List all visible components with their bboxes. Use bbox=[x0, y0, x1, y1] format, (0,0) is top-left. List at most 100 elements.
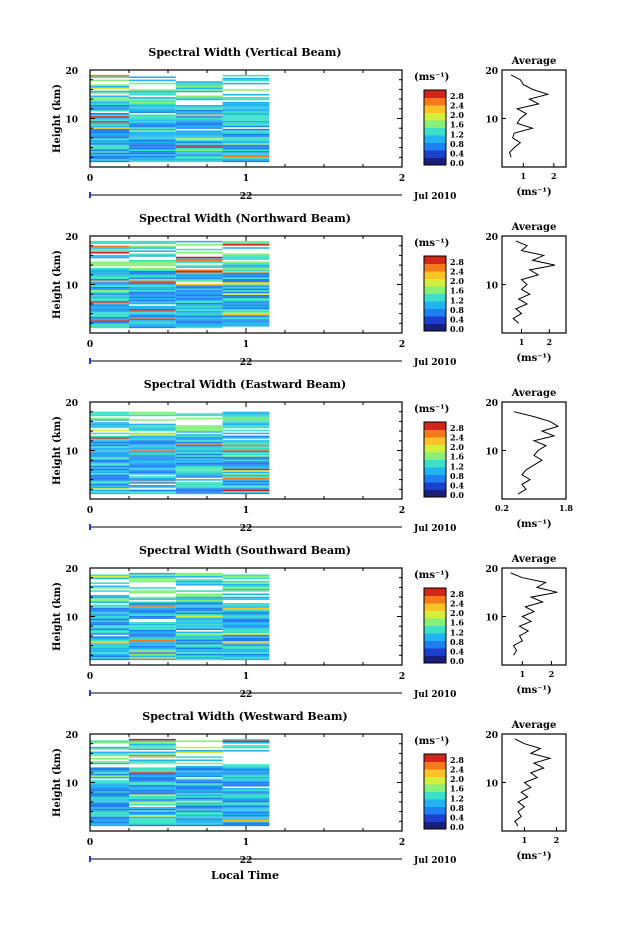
colorbar-segment bbox=[424, 489, 446, 493]
heatmap-cell bbox=[222, 411, 270, 414]
heatmap-cell bbox=[90, 471, 129, 474]
heatmap-cell bbox=[129, 290, 176, 292]
heatmap-cell bbox=[90, 574, 129, 577]
heatmap-cell bbox=[175, 751, 223, 754]
colorbar-segment bbox=[424, 160, 446, 163]
heatmap-cell bbox=[175, 473, 223, 475]
colorbar-segment bbox=[424, 444, 446, 448]
heatmap-cell bbox=[175, 617, 223, 619]
heatmap-cell bbox=[90, 492, 129, 495]
average-y-tick-label: 20 bbox=[485, 67, 498, 77]
heatmap-cell bbox=[175, 580, 223, 583]
heatmap-cell bbox=[222, 606, 270, 608]
average-panel: Average 20 10 1 2 (ms⁻¹) bbox=[485, 554, 567, 696]
heatmap-cell bbox=[129, 138, 176, 140]
heatmap-cell bbox=[175, 258, 223, 260]
colorbar-segment bbox=[424, 112, 446, 116]
heatmap-cell bbox=[129, 313, 176, 316]
heatmap-cell bbox=[129, 456, 176, 459]
heatmap-cell bbox=[175, 429, 223, 432]
heatmap-cell bbox=[129, 318, 176, 321]
colorbar-frame bbox=[423, 587, 447, 664]
heatmap-cell bbox=[175, 479, 223, 481]
heatmap-cell bbox=[90, 617, 129, 619]
heatmap-cell bbox=[222, 791, 270, 793]
heatmap-cell bbox=[129, 261, 176, 264]
heatmap-cell bbox=[90, 144, 129, 147]
heatmap-cell bbox=[129, 818, 176, 820]
heatmap-cell bbox=[90, 248, 129, 251]
heatmap-cell bbox=[222, 617, 270, 619]
heatmap-cell bbox=[222, 119, 270, 121]
heatmap-cell bbox=[90, 286, 129, 289]
heatmap-cell bbox=[222, 286, 270, 289]
average-x-tick-label: 1 bbox=[520, 669, 526, 679]
heatmap-cell bbox=[90, 641, 129, 643]
heatmap-cell bbox=[129, 808, 176, 811]
heatmap-cell bbox=[90, 477, 129, 480]
heatmap-cell bbox=[175, 264, 223, 267]
heatmap-cell bbox=[129, 607, 176, 610]
heatmap-cell bbox=[90, 582, 129, 584]
heatmap-cell bbox=[129, 767, 176, 770]
heatmap-cell bbox=[222, 106, 270, 109]
heatmap-cell bbox=[175, 658, 223, 661]
heatmap-cell bbox=[90, 626, 129, 629]
heatmap-cell bbox=[175, 315, 223, 318]
heatmap-cell bbox=[129, 154, 176, 156]
x-tick-label: 2 bbox=[399, 672, 405, 682]
heatmap-cell bbox=[129, 614, 176, 616]
heatmap-cell bbox=[90, 299, 129, 302]
heatmap-cell bbox=[175, 318, 223, 321]
colorbar-segment bbox=[424, 97, 446, 101]
heatmap-cell bbox=[175, 272, 223, 275]
heatmap-cell bbox=[222, 491, 270, 493]
heatmap-cell bbox=[129, 299, 176, 302]
y-axis-label: Height (km) bbox=[52, 582, 63, 651]
colorbar-segment bbox=[424, 125, 446, 128]
heatmap-cell bbox=[222, 120, 270, 123]
heatmap-cell bbox=[222, 264, 270, 267]
colorbar-segment bbox=[424, 422, 446, 425]
heatmap-cell bbox=[90, 631, 129, 634]
heatmap-cell bbox=[222, 429, 270, 432]
heatmap-cell bbox=[175, 795, 223, 798]
heatmap-cell bbox=[129, 152, 176, 155]
beam-panel: Spectral Width (Northward Beam)2010Heigh… bbox=[52, 212, 567, 368]
heatmap-cell bbox=[175, 437, 223, 439]
heatmap-cell bbox=[175, 470, 223, 472]
heatmap-cell bbox=[129, 117, 176, 120]
colorbar-segment bbox=[424, 301, 446, 304]
heatmap-cell bbox=[222, 89, 270, 91]
heatmap-cell bbox=[129, 789, 176, 792]
heatmap-cell bbox=[129, 606, 176, 608]
heatmap-cell bbox=[90, 85, 129, 88]
colorbar-tick-label: 0.4 bbox=[450, 812, 464, 822]
heatmap-cell bbox=[90, 805, 129, 808]
heatmap-cell bbox=[175, 136, 223, 139]
average-frame bbox=[501, 567, 567, 666]
heatmap-cell bbox=[175, 261, 223, 264]
heatmap-cell bbox=[90, 440, 129, 442]
heatmap-cell bbox=[129, 128, 176, 131]
heatmap-cell bbox=[129, 97, 176, 99]
heatmap-cell bbox=[222, 242, 270, 245]
heatmap-cell bbox=[129, 791, 176, 793]
colorbar-segment bbox=[424, 809, 446, 812]
heatmap-cell bbox=[90, 106, 129, 109]
heatmap-cell bbox=[175, 458, 223, 460]
heatmap-cell bbox=[129, 761, 176, 763]
heatmap-cell bbox=[129, 783, 176, 785]
heatmap-cell bbox=[175, 620, 223, 623]
heatmap-cell bbox=[90, 242, 129, 245]
heatmap-cell bbox=[175, 625, 223, 627]
heatmap-cell bbox=[90, 486, 129, 489]
heatmap-cell bbox=[222, 471, 270, 474]
colorbar-segment bbox=[424, 276, 446, 279]
heatmap-cell bbox=[222, 810, 270, 812]
colorbar-tick-label: 0.8 bbox=[450, 637, 464, 647]
heatmap-cell bbox=[129, 754, 176, 757]
heatmap-cell bbox=[129, 103, 176, 106]
heatmap-cell bbox=[222, 795, 270, 798]
heatmap-cell bbox=[175, 296, 223, 298]
